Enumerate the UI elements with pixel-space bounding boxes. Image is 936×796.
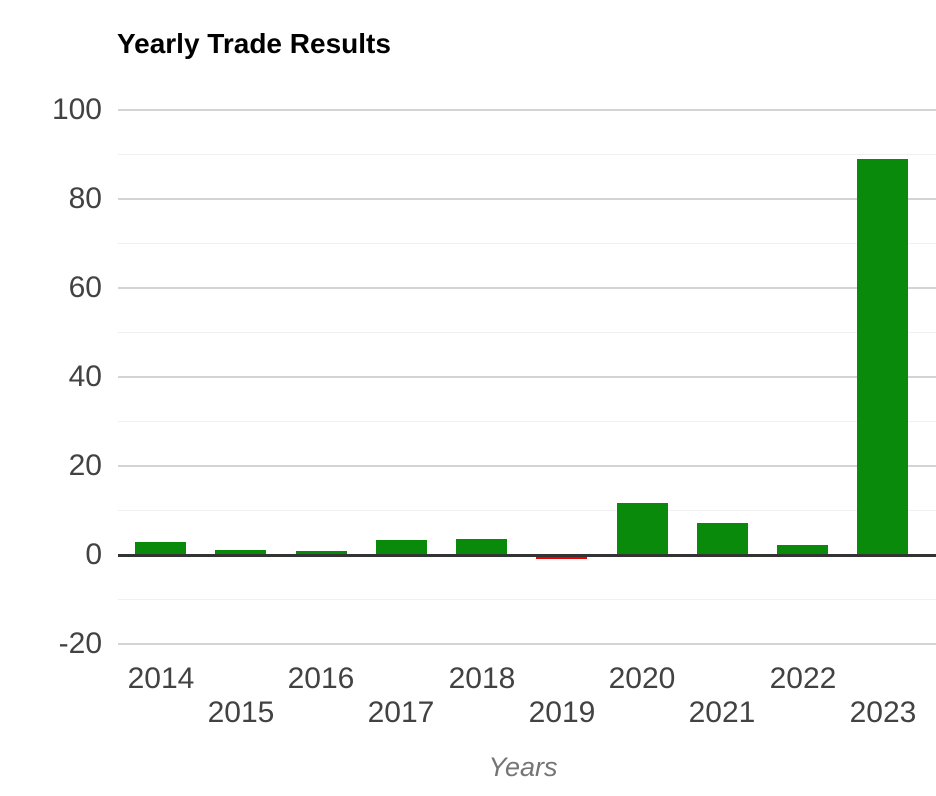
major-gridline xyxy=(118,198,936,200)
y-tick-label: -20 xyxy=(58,627,102,660)
x-tick-label-2014: 2014 xyxy=(127,662,195,695)
x-tick-label-2021: 2021 xyxy=(688,696,756,729)
bar-2014 xyxy=(135,542,186,555)
major-gridline xyxy=(118,109,936,111)
bar-2020 xyxy=(617,503,668,555)
plot-area xyxy=(118,109,936,647)
bar-2015 xyxy=(215,550,266,555)
x-tick-label-2020: 2020 xyxy=(608,662,676,695)
y-tick-label: 20 xyxy=(68,449,102,482)
x-tick-label-2022: 2022 xyxy=(769,662,837,695)
x-tick-label-2018: 2018 xyxy=(448,662,516,695)
y-tick-label: 40 xyxy=(68,360,102,393)
bar-2022 xyxy=(777,545,828,555)
bar-2017 xyxy=(376,540,427,555)
x-axis-title: Years xyxy=(488,752,558,782)
x-tick-label-2017: 2017 xyxy=(367,696,435,729)
minor-gridline xyxy=(118,243,936,244)
bar-2016 xyxy=(296,551,347,555)
x-tick-label-2016: 2016 xyxy=(287,662,355,695)
minor-gridline xyxy=(118,332,936,333)
x-tick-label-2023: 2023 xyxy=(849,696,917,729)
minor-gridline xyxy=(118,510,936,511)
minor-gridline xyxy=(118,154,936,155)
major-gridline xyxy=(118,643,936,645)
major-gridline xyxy=(118,287,936,289)
bar-2021 xyxy=(697,523,748,555)
major-gridline xyxy=(118,376,936,378)
bar-2023 xyxy=(857,159,908,555)
bar-2018 xyxy=(456,539,507,555)
x-tick-label-2015: 2015 xyxy=(207,696,275,729)
major-gridline xyxy=(118,465,936,467)
bar-2019 xyxy=(536,555,587,559)
y-tick-label: 100 xyxy=(51,93,102,126)
minor-gridline xyxy=(118,599,936,600)
zero-axis-line xyxy=(118,553,936,557)
x-tick-label-2019: 2019 xyxy=(528,696,596,729)
y-tick-label: 80 xyxy=(68,182,102,215)
chart-title: Yearly Trade Results xyxy=(117,28,391,59)
y-tick-label: 60 xyxy=(68,271,102,304)
minor-gridline xyxy=(118,421,936,422)
y-tick-label: 0 xyxy=(85,538,102,571)
